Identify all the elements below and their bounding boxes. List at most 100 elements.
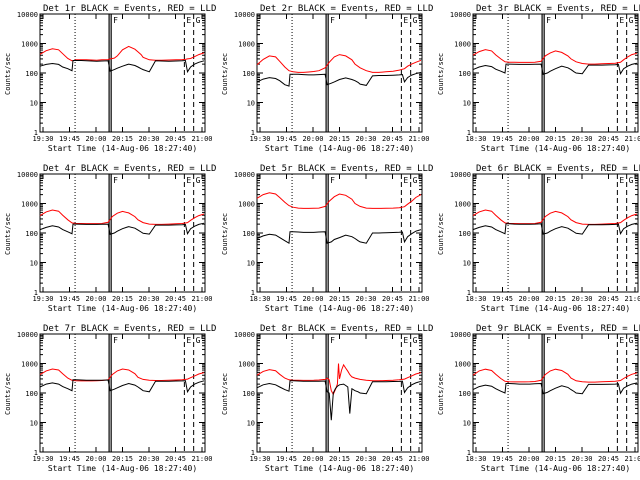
y-tick-label: 10000 [450,331,471,339]
x-tick-label: 20:30 [355,295,376,303]
x-tick-label: 20:15 [329,135,350,143]
chart-panel-7: Det 7r BLACK = Events, RED = LLD Counts/s… [4,324,216,473]
marker-label-f: F [546,336,551,345]
x-tick-label: 21:00 [624,295,640,303]
series-line-lld [39,209,205,225]
marker-label: E [403,336,408,345]
marker-label-f: F [330,336,335,345]
marker-label-f: F [113,176,118,185]
x-axis-label: Start Time (14-Aug-06 18:27:40) [481,304,630,313]
marker-label: E [619,16,624,25]
y-axis-label: Counts/sec [437,53,445,95]
marker-label-f: F [546,176,551,185]
y-tick-label: 1000 [238,201,255,209]
series-line-events [39,59,205,74]
y-tick-label: 10000 [234,171,255,179]
series-line-lld [472,49,638,65]
x-tick-label: 20:00 [518,135,539,143]
series-line-events [256,71,422,87]
y-axis-label: Counts/sec [4,53,12,95]
y-tick-label: 10000 [450,11,471,19]
x-tick-label: 20:00 [302,135,323,143]
chart-panel-4: Det 4r BLACK = Events, RED = LLD Counts/s… [4,164,216,313]
y-tick-label: 100 [458,390,471,398]
x-tick-label: 19:30 [32,295,53,303]
x-tick-label: 20:30 [138,455,159,463]
x-tick-label: 20:00 [518,455,539,463]
x-tick-label: 18:30 [249,295,270,303]
plot-frame [256,333,423,453]
marker-label-f: F [330,16,335,25]
x-tick-label: 19:30 [249,455,270,463]
chart-title: Det 3r BLACK = Events, RED = LLD [476,4,640,14]
y-tick-label: 1000 [454,201,471,209]
x-tick-label: 20:15 [112,455,133,463]
x-tick-label: 20:45 [598,135,619,143]
x-tick-label: 20:00 [518,295,539,303]
y-tick-label: 1 [34,449,38,457]
y-axis-label: Counts/sec [4,213,12,255]
x-tick-label: 20:45 [598,455,619,463]
marker-label: E [186,336,191,345]
x-tick-label: 19:30 [249,135,270,143]
y-tick-label: 10000 [17,11,38,19]
x-tick-label: 20:15 [545,135,566,143]
y-tick-label: 10 [247,420,255,428]
x-tick-label: 21:00 [408,295,429,303]
x-tick-label: 18:30 [465,135,486,143]
x-tick-label: 21:00 [191,295,212,303]
y-tick-label: 1000 [454,41,471,49]
y-axis-label: Counts/sec [221,53,229,95]
y-tick-label: 100 [242,230,255,238]
x-tick-label: 20:00 [85,295,106,303]
marker-label: G [629,336,634,345]
y-tick-label: 10000 [234,331,255,339]
x-tick-label: 21:00 [624,455,640,463]
x-tick-label: 20:30 [138,295,159,303]
y-tick-label: 10000 [234,11,255,19]
y-tick-label: 1 [467,129,471,137]
x-tick-label: 20:45 [382,455,403,463]
chart-title: Det 9r BLACK = Events, RED = LLD [476,324,640,334]
x-tick-label: 20:00 [85,135,106,143]
x-tick-label: 19:45 [59,295,80,303]
plot-frame [256,13,423,133]
y-tick-label: 1000 [21,361,38,369]
chart-title: Det 6r BLACK = Events, RED = LLD [476,164,640,174]
y-tick-label: 100 [242,70,255,78]
marker-label: G [413,16,418,25]
y-tick-label: 1 [34,289,38,297]
x-tick-label: 21:00 [191,135,212,143]
y-tick-label: 1000 [21,41,38,49]
y-tick-label: 100 [25,70,38,78]
x-axis-label: Start Time (14-Aug-06 18:27:40) [265,304,414,313]
marker-label: G [196,336,201,345]
y-tick-label: 1 [34,129,38,137]
marker-label: E [619,336,624,345]
series-line-lld [472,209,638,225]
marker-label: G [413,336,418,345]
marker-label-f: F [113,336,118,345]
y-tick-label: 1 [467,289,471,297]
marker-label: E [403,176,408,185]
x-tick-label: 20:15 [112,135,133,143]
x-tick-label: 21:00 [408,455,429,463]
x-tick-label: 20:30 [571,295,592,303]
y-tick-label: 1 [251,289,255,297]
series-line-events [472,222,638,236]
series-line-lld [256,192,422,209]
chart-title: Det 4r BLACK = Events, RED = LLD [43,164,216,174]
x-tick-label: 20:00 [302,455,323,463]
x-tick-label: 20:15 [329,295,350,303]
y-tick-label: 1000 [238,361,255,369]
x-tick-label: 20:45 [165,295,186,303]
plot-frame [472,333,639,453]
series-line-events [256,380,422,421]
x-tick-label: 19:45 [276,135,297,143]
plot-frame [472,173,639,293]
x-tick-label: 20:30 [355,455,376,463]
y-axis-label: Counts/sec [221,213,229,255]
y-tick-label: 1 [251,129,255,137]
x-axis-label: Start Time (14-Aug-06 18:27:40) [48,304,197,313]
y-tick-label: 100 [242,390,255,398]
